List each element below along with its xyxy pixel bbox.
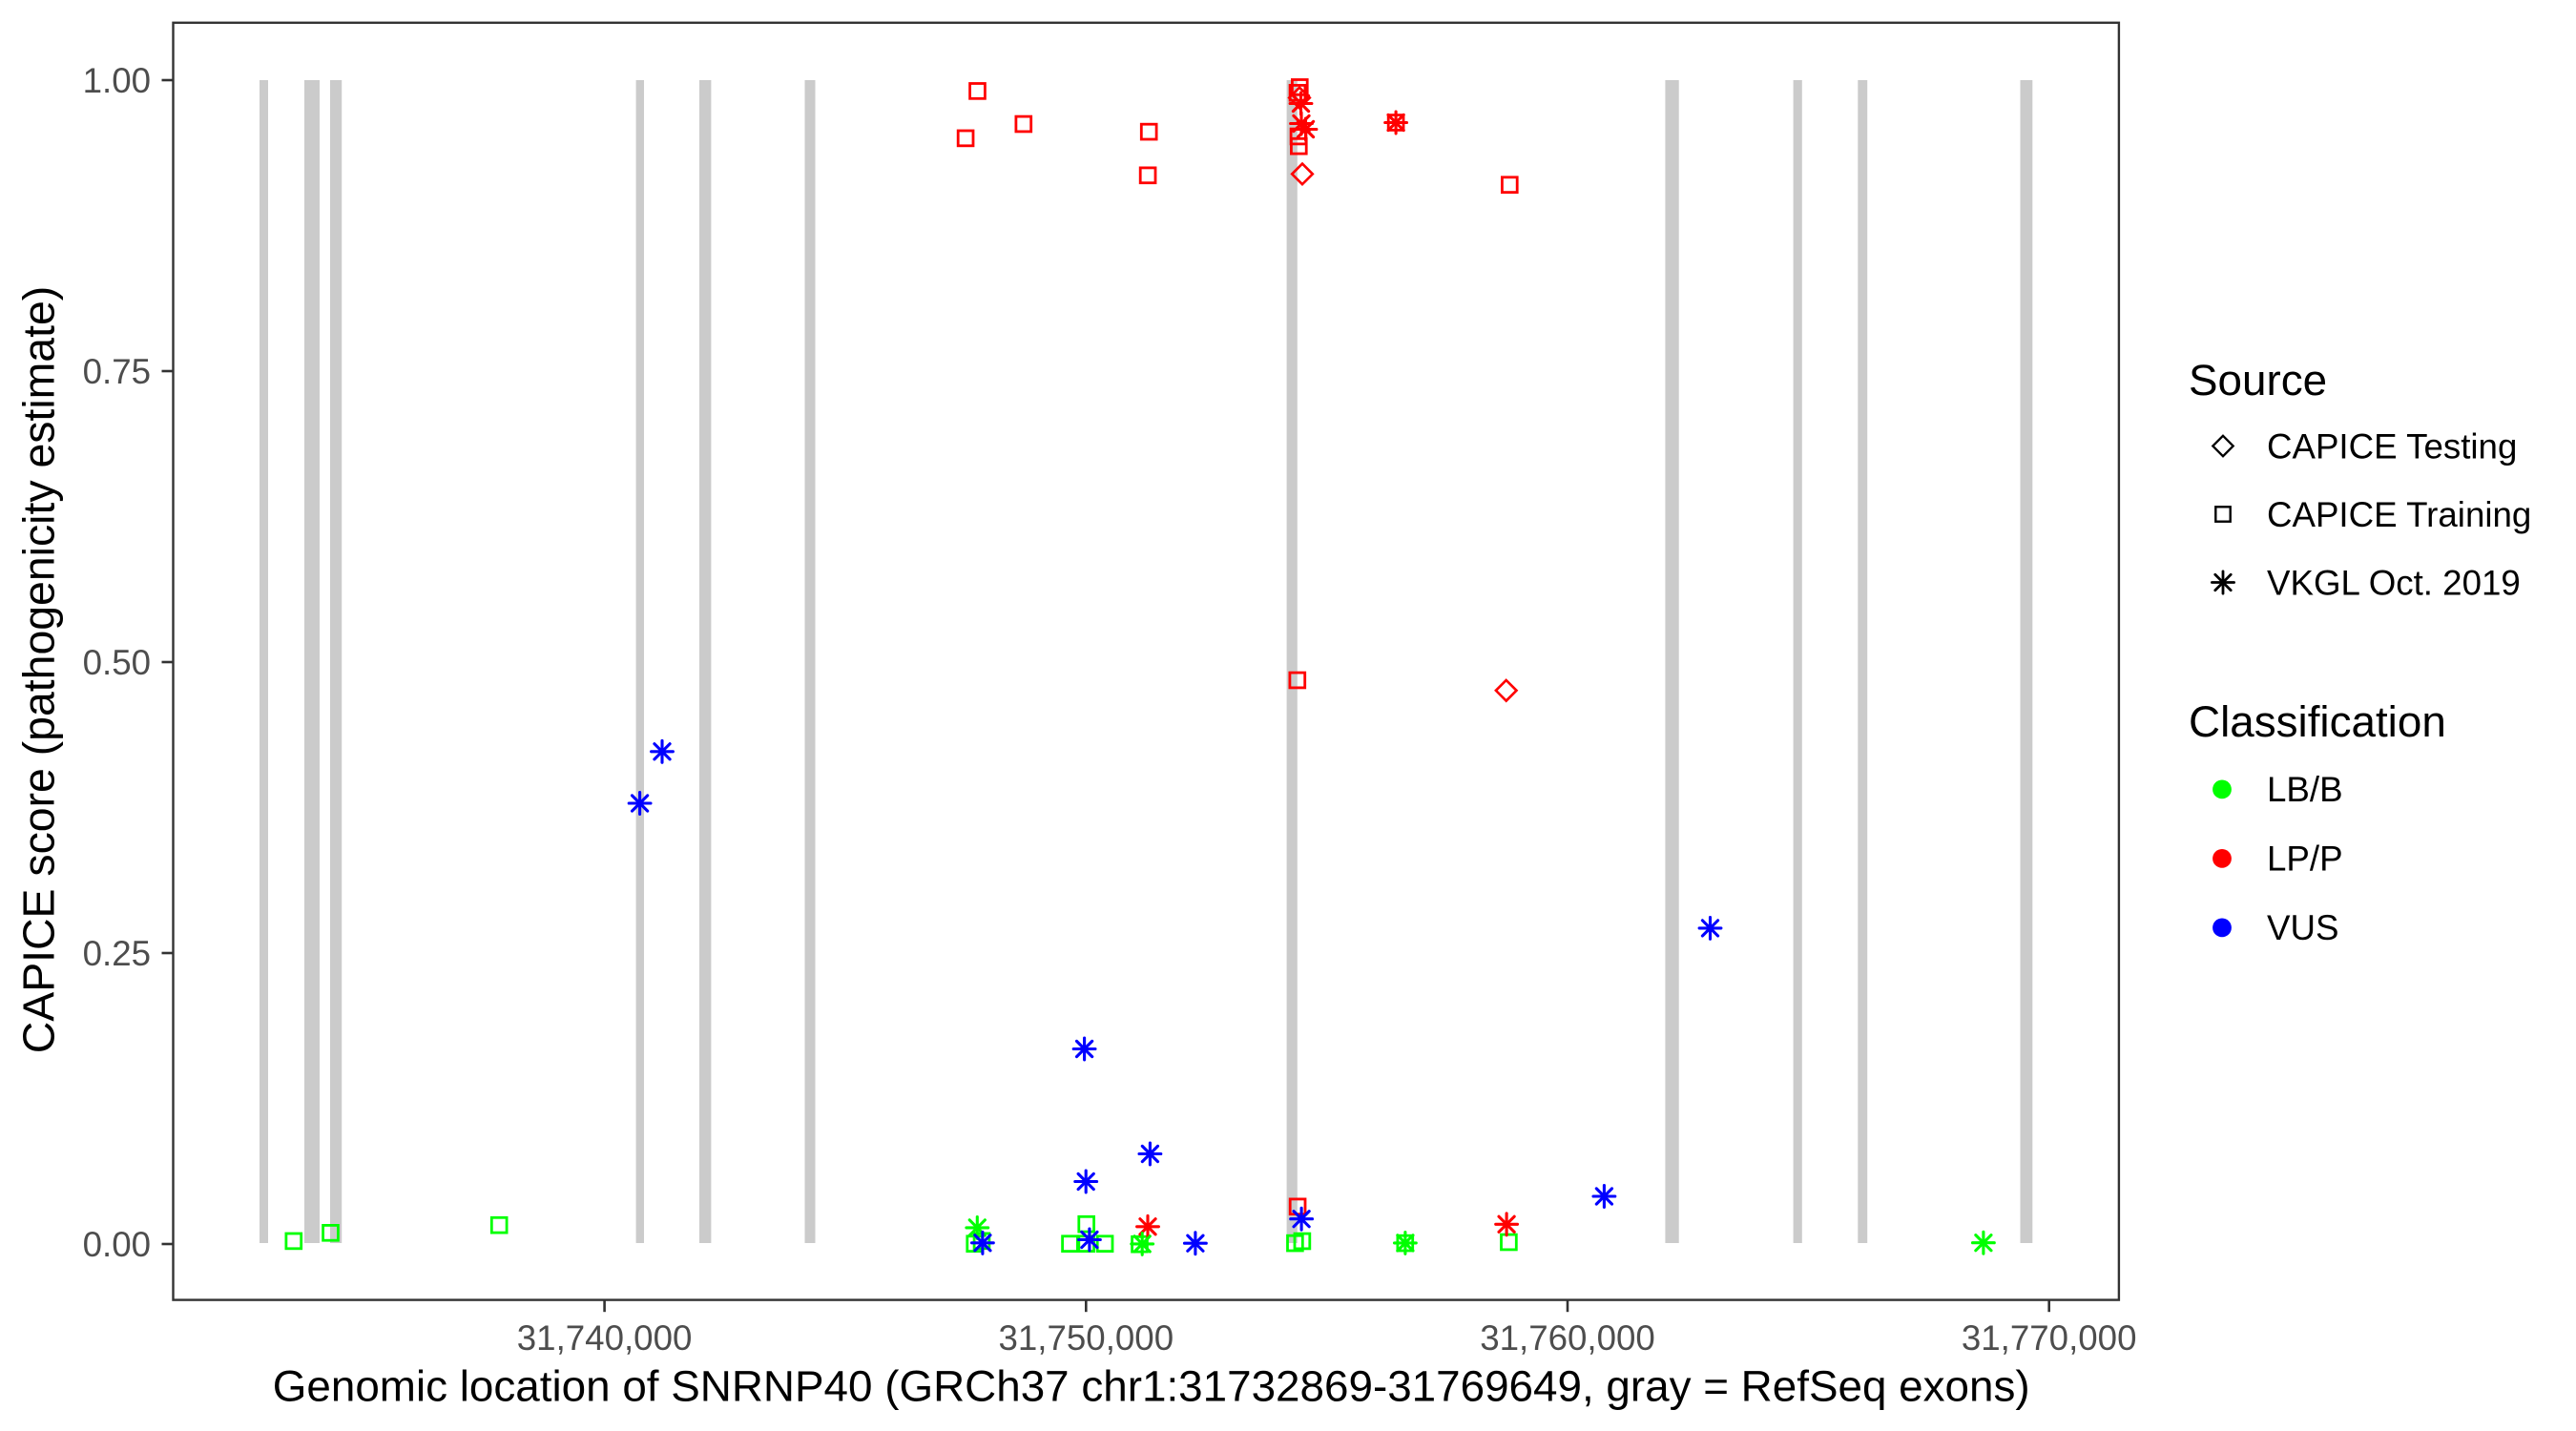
svg-text:LB/B: LB/B bbox=[2267, 770, 2343, 809]
svg-text:Source: Source bbox=[2189, 356, 2327, 404]
svg-text:0.00: 0.00 bbox=[83, 1225, 151, 1264]
svg-text:CAPICE Testing: CAPICE Testing bbox=[2267, 426, 2517, 466]
svg-text:CAPICE score (pathogenicity es: CAPICE score (pathogenicity estimate) bbox=[13, 286, 63, 1053]
svg-text:31,760,000: 31,760,000 bbox=[1480, 1318, 1655, 1358]
svg-text:Genomic location of SNRNP40 (G: Genomic location of SNRNP40 (GRCh37 chr1… bbox=[273, 1361, 2030, 1410]
svg-text:Classification: Classification bbox=[2189, 697, 2446, 746]
svg-text:31,750,000: 31,750,000 bbox=[998, 1318, 1174, 1358]
svg-text:VKGL Oct. 2019: VKGL Oct. 2019 bbox=[2267, 563, 2521, 602]
svg-text:LP/P: LP/P bbox=[2267, 840, 2343, 879]
svg-text:31,770,000: 31,770,000 bbox=[1962, 1318, 2137, 1358]
svg-text:1.00: 1.00 bbox=[83, 61, 151, 100]
svg-text:0.50: 0.50 bbox=[83, 643, 151, 682]
svg-text:0.75: 0.75 bbox=[83, 352, 151, 391]
svg-text:0.25: 0.25 bbox=[83, 934, 151, 973]
svg-text:31,740,000: 31,740,000 bbox=[517, 1318, 693, 1358]
svg-text:CAPICE Training: CAPICE Training bbox=[2267, 495, 2531, 534]
svg-text:VUS: VUS bbox=[2267, 908, 2338, 947]
